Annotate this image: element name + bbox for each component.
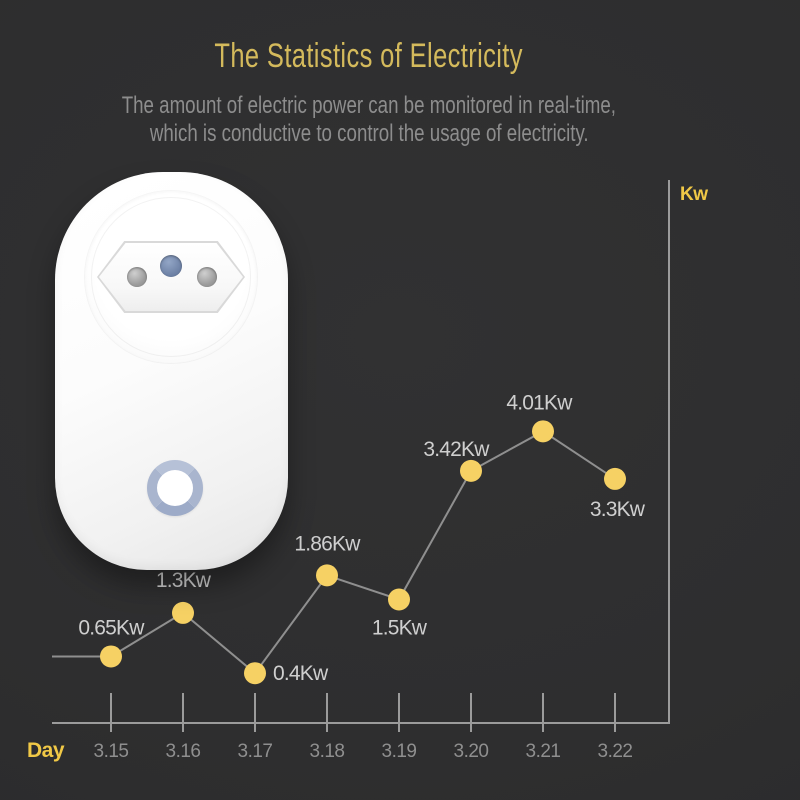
pin-hole-left bbox=[127, 267, 147, 287]
data-point bbox=[244, 662, 266, 685]
data-point-label: 4.01Kw bbox=[506, 391, 573, 414]
power-button-icon bbox=[147, 460, 203, 516]
pin-hole-right bbox=[197, 267, 217, 287]
data-point-label: 0.4Kw bbox=[273, 662, 329, 685]
x-tick-label: 3.20 bbox=[454, 741, 489, 762]
x-tick-label: 3.15 bbox=[94, 741, 129, 762]
socket-inner-ring bbox=[91, 197, 251, 357]
x-axis-title: Day bbox=[27, 739, 65, 762]
data-point-label: 3.42Kw bbox=[423, 438, 490, 461]
socket-face bbox=[85, 191, 257, 363]
series-line bbox=[110, 430, 616, 675]
pin-hole-earth bbox=[160, 255, 182, 277]
data-point bbox=[532, 420, 554, 443]
data-point bbox=[172, 601, 194, 624]
data-point bbox=[100, 645, 122, 668]
x-tick-label: 3.21 bbox=[526, 741, 561, 762]
subtitle: The amount of electric power can be moni… bbox=[0, 92, 738, 148]
data-point bbox=[388, 588, 410, 611]
x-tick-label: 3.16 bbox=[166, 741, 201, 762]
data-point-label: 1.86Kw bbox=[294, 532, 361, 555]
page-title: The Statistics of Electricity bbox=[214, 37, 524, 75]
socket-recess-inner bbox=[99, 243, 243, 311]
data-point bbox=[460, 459, 482, 482]
data-point-label: 1.3Kw bbox=[156, 569, 212, 592]
x-tick-label: 3.19 bbox=[382, 741, 417, 762]
data-point-label: 0.65Kw bbox=[78, 616, 145, 639]
data-point-label: 3.3Kw bbox=[590, 498, 646, 521]
data-point bbox=[604, 467, 626, 490]
smart-plug-image bbox=[55, 172, 288, 570]
x-tick-label: 3.22 bbox=[598, 741, 633, 762]
subtitle-line-2: which is conductive to control the usage… bbox=[149, 120, 589, 147]
y-axis-title: Kw bbox=[680, 184, 708, 205]
header: The Statistics of Electricity The amount… bbox=[0, 36, 800, 148]
socket-recess bbox=[97, 241, 245, 313]
subtitle-line-1: The amount of electric power can be moni… bbox=[121, 92, 617, 119]
x-tick-label: 3.18 bbox=[310, 741, 345, 762]
data-point bbox=[316, 564, 338, 587]
data-point-label: 1.5Kw bbox=[372, 617, 428, 640]
x-tick-label: 3.17 bbox=[238, 741, 273, 762]
